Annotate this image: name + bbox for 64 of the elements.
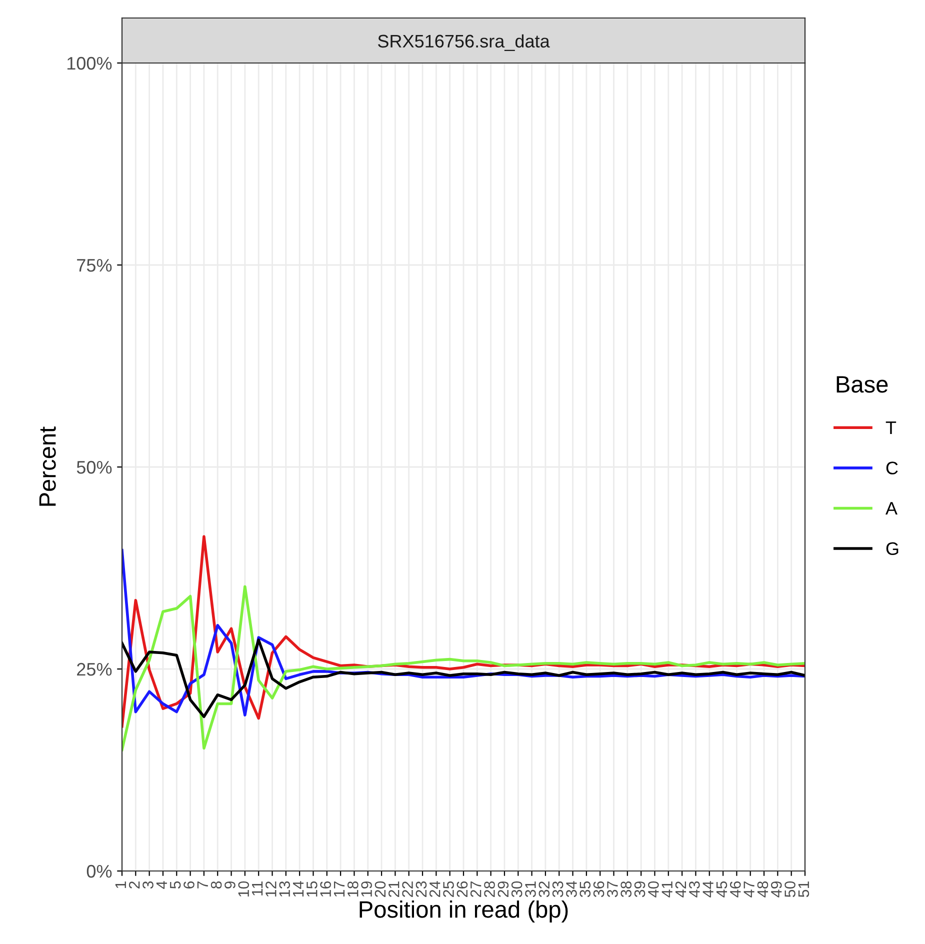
legend-label: C [886,462,898,474]
x-tick-label: 20 [374,881,386,897]
x-tick-label: 11 [252,881,263,896]
x-tick-label: 23 [416,881,427,897]
x-tick-label: 39 [634,881,646,898]
legend-label: A [886,502,898,515]
legend-title: Base [836,376,888,393]
x-tick-label: 48 [757,881,768,898]
x-tick-label: 18 [348,881,358,897]
x-tick-label: 31 [525,881,536,898]
x-tick-label: 25 [443,881,454,897]
x-tick-label: 34 [566,881,577,898]
x-tick-label: 29 [498,881,509,897]
x-tick-label: 5 [170,881,181,889]
x-tick-label: 49 [770,881,782,898]
chart-title: SRX516756.sra_data [378,34,550,52]
x-tick-label: 45 [716,881,728,898]
x-tick-label: 26 [456,881,468,897]
x-tick-label: 16 [320,881,331,897]
x-tick-label: 15 [306,881,318,897]
x-tick-label: 28 [484,881,495,897]
x-tick-label: 13 [279,881,290,897]
x-tick-label: 50 [784,881,796,898]
x-tick-label: 43 [689,881,700,898]
x-tick-label: 22 [402,881,413,897]
y-tick-label: 25% [77,662,112,676]
x-tick-label: 32 [538,881,550,898]
y-tick-label: 0% [86,864,112,878]
x-tick-label: 24 [429,881,440,897]
x-tick-label: 33 [552,881,564,898]
y-tick-label: 75% [77,259,112,272]
x-tick-label: 36 [593,881,604,898]
x-tick-label: 37 [607,881,618,898]
x-tick-label: 3 [142,881,154,889]
x-tick-label: 10 [238,881,250,897]
x-tick-label: 14 [293,881,304,897]
y-tick-label: 50% [76,460,112,474]
x-tick-label: 4 [156,881,167,889]
x-tick-label: 7 [197,881,208,888]
x-tick-label: 17 [334,881,345,897]
x-tick-label: 27 [470,881,482,897]
y-axis-title: Percent [39,426,56,506]
x-tick-label: 47 [744,881,754,898]
x-axis-title: Position in read (bp) [360,900,568,922]
x-tick-label: 8 [210,881,222,889]
x-tick-label: 40 [648,881,659,898]
x-tick-label: 46 [730,881,741,898]
x-tick-label: 1 [115,881,126,888]
legend-label: G [886,542,898,556]
x-tick-label: 30 [511,881,522,898]
x-tick-label: 12 [266,881,276,897]
x-tick-label: 38 [620,881,632,898]
x-tick-label: 44 [702,881,714,898]
x-tick-label: 9 [224,881,236,888]
x-tick-label: 6 [184,881,194,888]
x-tick-label: 19 [361,881,372,897]
x-tick-label: 2 [128,881,140,888]
x-tick-label: 51 [798,881,810,898]
legend-label: T [886,422,896,434]
y-tick-label: 100% [67,56,112,70]
x-tick-label: 35 [580,881,591,898]
x-tick-label: 41 [662,881,672,898]
x-tick-label: 21 [388,881,400,897]
x-tick-label: 42 [675,881,686,898]
